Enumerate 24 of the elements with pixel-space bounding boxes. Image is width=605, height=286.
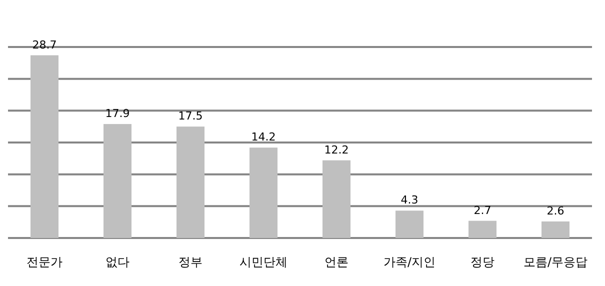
- bar: [104, 124, 132, 238]
- bar: [468, 220, 496, 238]
- x-tick-label: 정부: [178, 255, 202, 269]
- data-label: 4.3: [400, 194, 418, 207]
- data-label: 17.9: [105, 107, 130, 120]
- bar: [30, 55, 58, 238]
- data-label: 2.6: [546, 204, 564, 218]
- data-label: 2.7: [474, 204, 492, 217]
- data-label: 28.7: [32, 38, 57, 52]
- data-label: 12.2: [324, 143, 349, 156]
- x-tick-label: 전문가: [26, 255, 62, 269]
- bar: [250, 148, 278, 238]
- x-tick-label: 정당: [470, 255, 494, 269]
- bar: [396, 210, 424, 238]
- x-tick-label: 없다: [106, 255, 130, 269]
- x-tick-label: 시민단체: [240, 255, 288, 269]
- x-tick-label: 가족/지인: [383, 255, 436, 269]
- x-tick-label: 언론: [324, 255, 348, 269]
- x-tick-label: 모름/무응답: [523, 255, 588, 269]
- data-label: 17.5: [178, 110, 203, 123]
- bar: [176, 126, 204, 238]
- bar: [322, 160, 350, 238]
- bar: [542, 221, 570, 238]
- data-label: 14.2: [251, 130, 276, 144]
